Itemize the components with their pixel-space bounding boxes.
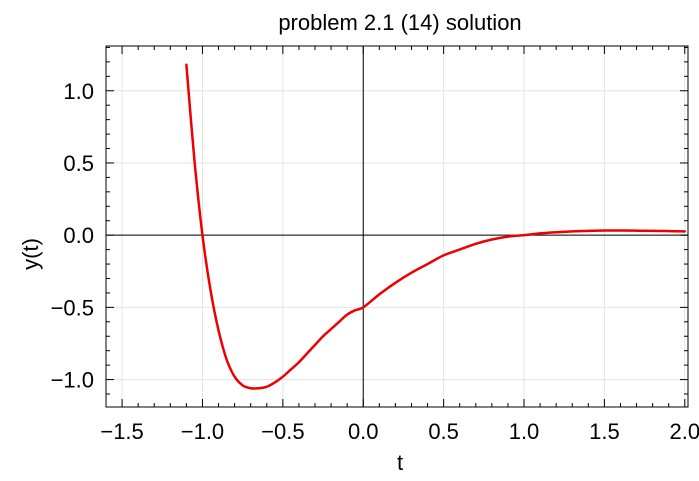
grid-lines xyxy=(106,46,688,407)
x-tick-label: 0.5 xyxy=(428,419,459,444)
y-tick-label: −1.0 xyxy=(51,368,94,393)
chart-title: problem 2.1 (14) solution xyxy=(278,10,521,35)
solution-curve xyxy=(185,63,687,390)
x-tick-label: −1.5 xyxy=(100,419,143,444)
y-axis-label: y(t) xyxy=(18,238,43,270)
x-tick-label: −0.5 xyxy=(261,419,304,444)
ticks xyxy=(105,46,688,407)
tick-labels: −1.5 −1.0 −0.5 0.0 0.5 1.0 1.5 2.0 −1.0 −0.5 0.0 0.… xyxy=(51,79,699,444)
x-tick-label: 2.0 xyxy=(669,419,699,444)
plot-area xyxy=(185,63,687,390)
x-tick-label: 0.0 xyxy=(348,419,379,444)
zero-axes xyxy=(106,46,688,407)
y-tick-label: 0.5 xyxy=(63,151,94,176)
y-tick-label: 1.0 xyxy=(63,79,94,104)
x-tick-label: 1.0 xyxy=(509,419,540,444)
y-tick-label: 0.0 xyxy=(63,223,94,248)
x-tick-label: 1.5 xyxy=(589,419,620,444)
plot-frame xyxy=(105,45,689,408)
x-axis-label: t xyxy=(397,450,403,475)
y-tick-label: −0.5 xyxy=(51,295,94,320)
x-tick-label: −1.0 xyxy=(181,419,224,444)
